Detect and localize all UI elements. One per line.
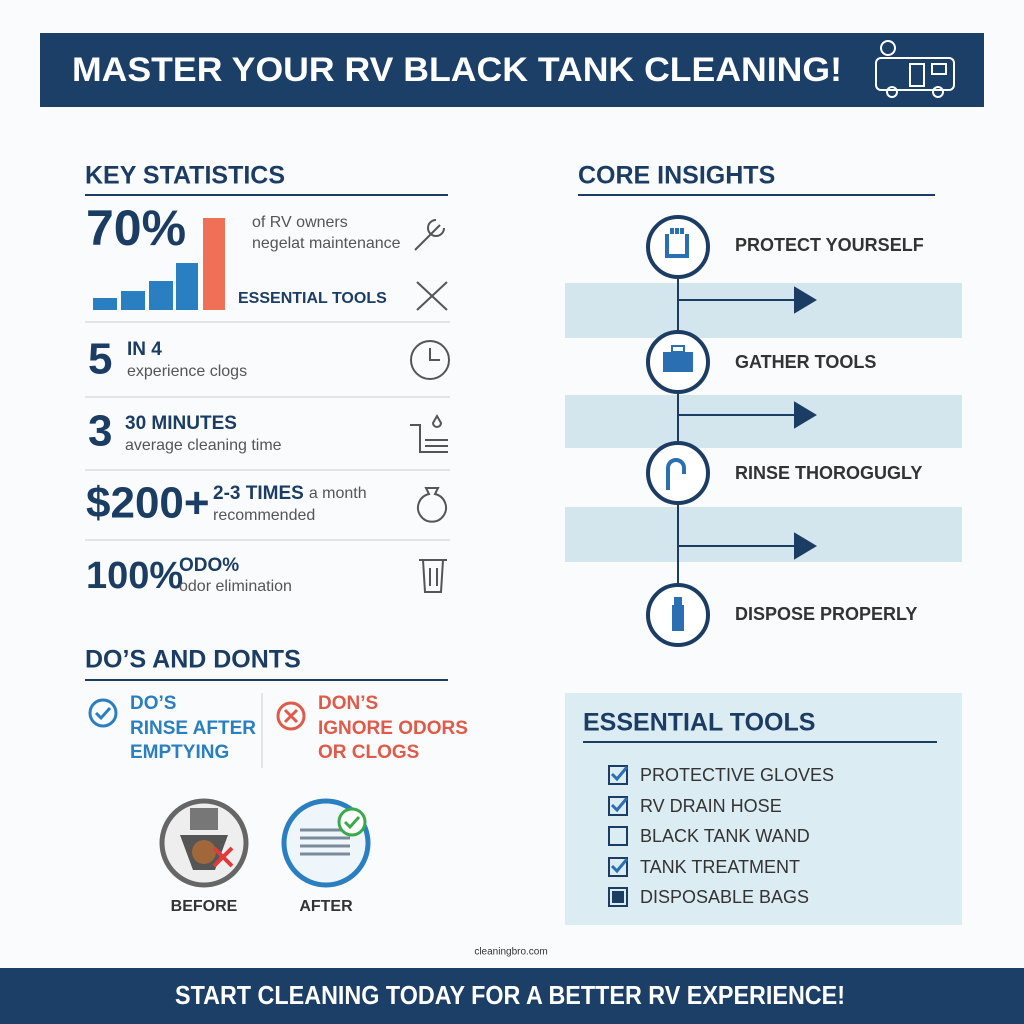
- step-icons: [646, 215, 710, 647]
- source: cleaningbro.com: [474, 947, 547, 958]
- stat-head-suffix: a month: [309, 485, 367, 502]
- tools-icon: [416, 281, 448, 311]
- donts-text: IGNORE ODORS: [318, 718, 468, 739]
- stat-head: ODO%: [179, 555, 239, 576]
- stat-sub: odor elimination: [179, 578, 292, 595]
- footer-bar: [0, 968, 1024, 1024]
- after-icon: [281, 798, 371, 888]
- after-label: AFTER: [299, 898, 353, 915]
- x-icon: [276, 701, 306, 731]
- stat-sub: average cleaning time: [125, 437, 282, 454]
- stat-big: 100%: [86, 555, 183, 597]
- mini-bars: [93, 218, 225, 310]
- stat-head: 2-3 TIMES a month: [213, 483, 367, 504]
- footer-text: START CLEANING TODAY FOR A BETTER RV EXP…: [175, 980, 845, 1010]
- stat-extra: ESSENTIAL TOOLS: [238, 290, 387, 307]
- arrows: [678, 286, 817, 560]
- stat-head: 30 MINUTES: [125, 413, 237, 434]
- tool-item: TANK TREATMENT: [640, 857, 800, 877]
- check-icon: [88, 698, 118, 728]
- faucet-icon: [410, 413, 448, 453]
- stat-text: of RV owners: [252, 214, 348, 231]
- wrench-icon: [414, 219, 445, 251]
- dos-text: EMPTYING: [130, 742, 229, 763]
- before-icon: [159, 798, 249, 888]
- bands: [565, 283, 962, 562]
- trash-icon: [419, 559, 447, 593]
- section-title: CORE INSIGHTS: [578, 162, 775, 190]
- section-title: KEY STATISTICS: [85, 162, 285, 190]
- stat-head-main: 2-3 TIMES: [213, 483, 304, 504]
- tools-box: [565, 693, 962, 925]
- stat-big: 3: [88, 407, 112, 456]
- dos-text: RINSE AFTER: [130, 718, 256, 739]
- stat-big: $200+: [86, 479, 210, 528]
- rv-icon: [875, 40, 955, 98]
- moneybag-icon: [417, 487, 447, 523]
- checkboxes: [608, 765, 629, 907]
- stat-sub: experience clogs: [127, 363, 247, 380]
- step-label: PROTECT YOURSELF: [735, 235, 924, 255]
- donts-heading: DON’S: [318, 693, 378, 714]
- section-title: ESSENTIAL TOOLS: [583, 709, 815, 737]
- stat-head: IN 4: [127, 339, 162, 360]
- dos-heading: DO’S: [130, 693, 176, 714]
- tool-item: DISPOSABLE BAGS: [640, 887, 809, 907]
- tool-item: RV DRAIN HOSE: [640, 796, 782, 816]
- section-title: DO’S AND DONTS: [85, 646, 301, 674]
- step-label: DISPOSE PROPERLY: [735, 604, 917, 624]
- tool-item: BLACK TANK WAND: [640, 826, 810, 846]
- stat-big: 70%: [86, 200, 186, 256]
- stat-sub: recommended: [213, 507, 315, 524]
- clock-icon: [410, 340, 450, 380]
- stat-big: 5: [88, 335, 112, 384]
- stat-text: negelat maintenance: [252, 235, 401, 252]
- before-label: BEFORE: [171, 898, 238, 915]
- header-bar: [40, 33, 984, 107]
- donts-text: OR CLOGS: [318, 742, 419, 763]
- step-label: GATHER TOOLS: [735, 352, 876, 372]
- step-label: RINSE THOROGUGLY: [735, 463, 922, 483]
- header-title: MASTER YOUR RV BLACK TANK CLEANING!: [72, 51, 842, 89]
- tool-item: PROTECTIVE GLOVES: [640, 765, 834, 785]
